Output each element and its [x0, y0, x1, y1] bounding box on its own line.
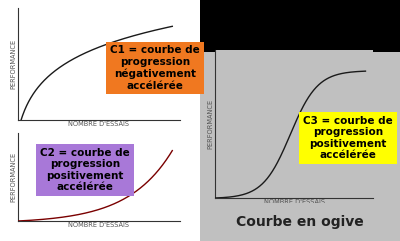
Text: C3 = courbe de
progression
positivement
accélérée: C3 = courbe de progression positivement … [303, 116, 393, 161]
Text: C1 = courbe de
progression
négativement
accélérée: C1 = courbe de progression négativement … [110, 45, 200, 91]
X-axis label: NOMBRE D'ESSAIS: NOMBRE D'ESSAIS [264, 199, 324, 205]
Y-axis label: PERFORMANCE: PERFORMANCE [11, 39, 17, 89]
Y-axis label: PERFORMANCE: PERFORMANCE [208, 99, 214, 149]
Text: C2 = courbe de
progression
positivement
accélérée: C2 = courbe de progression positivement … [40, 147, 130, 192]
Y-axis label: PERFORMANCE: PERFORMANCE [11, 152, 17, 202]
Text: Courbe en ogive: Courbe en ogive [236, 215, 364, 229]
X-axis label: NOMBRE D'ESSAIS: NOMBRE D'ESSAIS [68, 121, 130, 127]
X-axis label: NOMBRE D'ESSAIS: NOMBRE D'ESSAIS [68, 222, 130, 228]
